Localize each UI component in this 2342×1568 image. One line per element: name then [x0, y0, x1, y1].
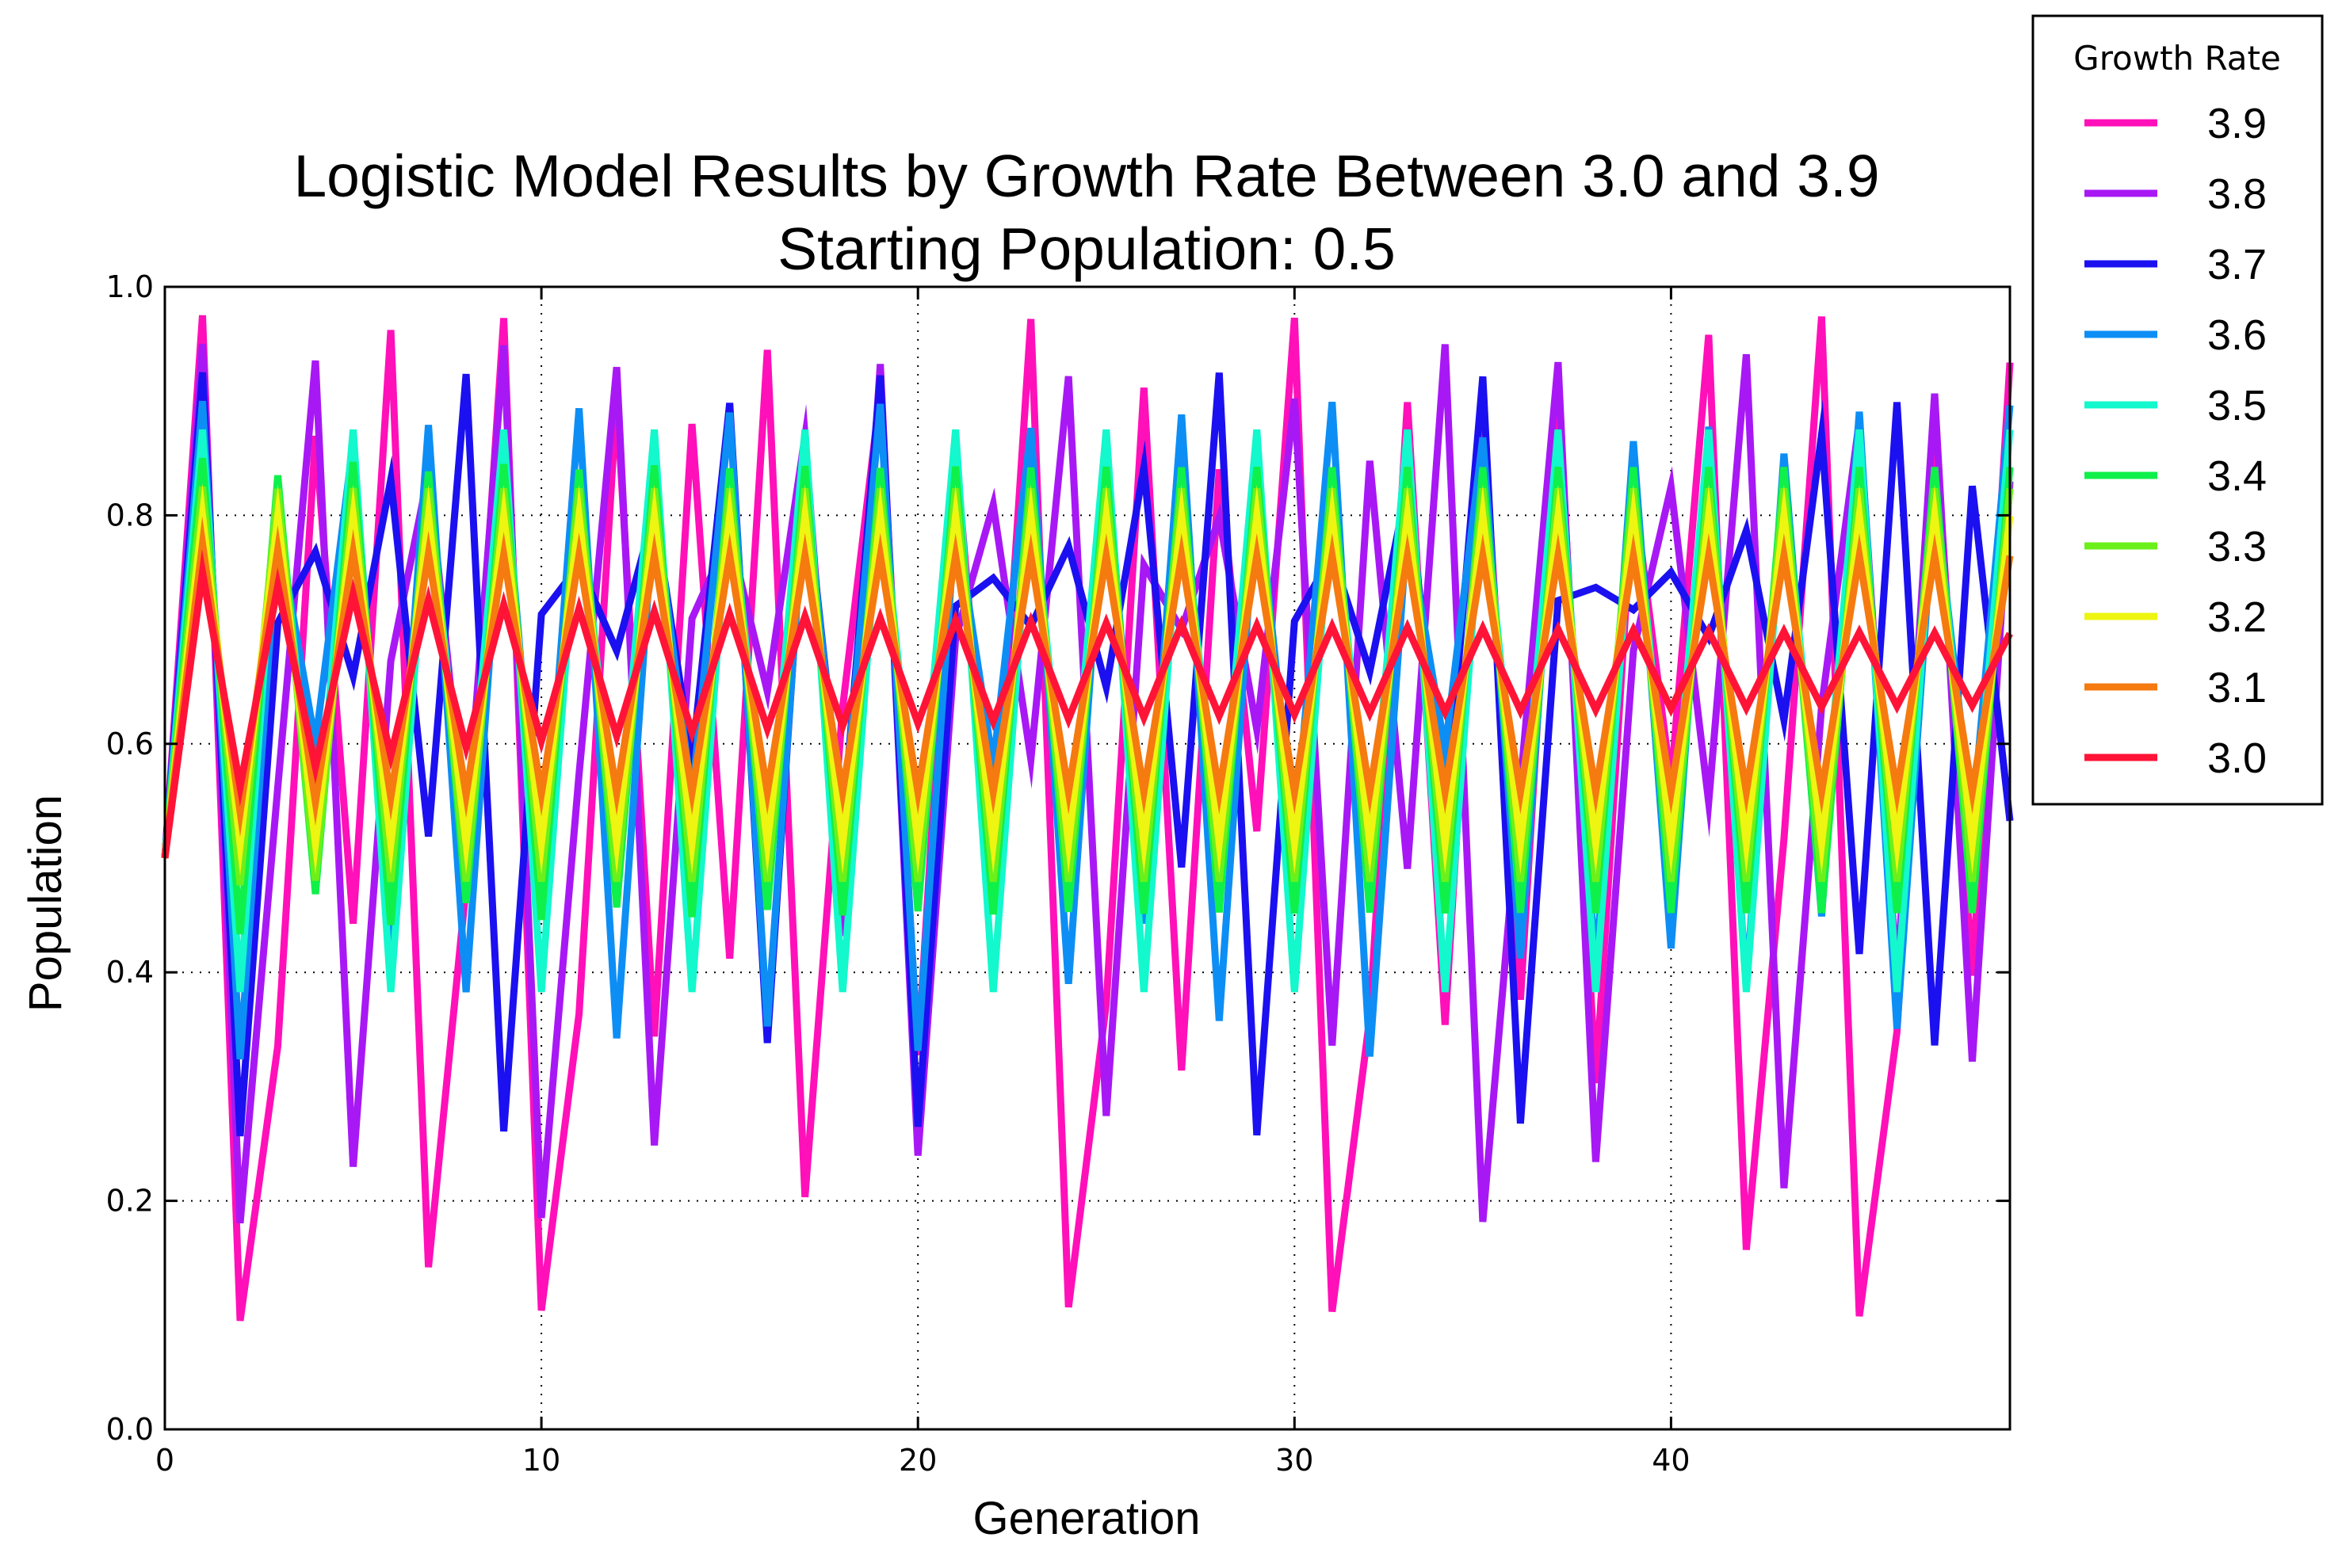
legend-label-3.6: 3.6: [2207, 311, 2267, 359]
legend-box: [2031, 14, 2324, 806]
legend-label-3.1: 3.1: [2207, 664, 2267, 712]
legend-label-3.7: 3.7: [2207, 241, 2267, 288]
legend-title: Growth Rate: [2073, 39, 2281, 78]
y-tick-label: 0.8: [106, 498, 154, 532]
x-tick-label: 10: [522, 1443, 560, 1478]
chart-title: Logistic Model Results by Growth Rate Be…: [293, 143, 1879, 209]
legend-items: 3.9 3.8 3.7 3.6 3.5 3.4 3.3 3.2 3.1 3.0: [2084, 100, 2267, 782]
legend-label-3.8: 3.8: [2207, 170, 2267, 218]
legend-label-3.4: 3.4: [2207, 452, 2267, 500]
legend-label-3.9: 3.9: [2207, 100, 2267, 147]
y-tick-label: 0.2: [106, 1184, 154, 1219]
x-tick-label: 20: [899, 1443, 937, 1478]
y-tick-label: 0.0: [106, 1412, 154, 1447]
legend-label-3.3: 3.3: [2207, 523, 2267, 570]
x-tick-label: 0: [155, 1443, 174, 1478]
plot-frame: [163, 285, 2012, 1431]
legend-label-3.0: 3.0: [2207, 734, 2267, 782]
legend: Growth Rate 3.93.83.73.63.53.43.33.23.13…: [2031, 14, 2324, 806]
axis-ticks: 0 10 20 30 40 0.0 0.2 0.4 0.6 0.8 1.0: [106, 269, 2010, 1478]
y-axis-label: Population: [20, 795, 71, 1012]
x-tick-label: 30: [1275, 1443, 1313, 1478]
x-axis-label: Generation: [973, 1493, 1201, 1544]
series-lines: [161, 315, 2014, 1322]
y-tick-label: 0.6: [106, 727, 154, 761]
legend-label-3.2: 3.2: [2207, 593, 2267, 641]
y-tick-label: 0.4: [106, 955, 154, 990]
series-line-3.0: [161, 548, 2013, 859]
y-tick-label: 1.0: [106, 269, 154, 304]
chart-subtitle: Starting Population: 0.5: [777, 216, 1396, 282]
legend-label-3.5: 3.5: [2207, 382, 2267, 429]
x-tick-label: 40: [1652, 1443, 1690, 1478]
